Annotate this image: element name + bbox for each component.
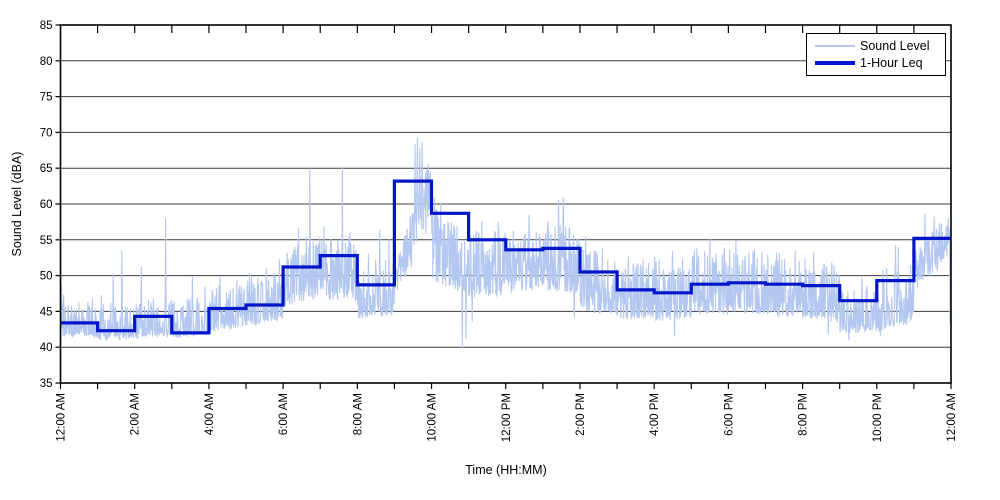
x-tick-label: 6:00 AM: [278, 393, 290, 435]
legend-label-sound-level: Sound Level: [860, 39, 930, 53]
y-axis-title: Sound Level (dBA): [10, 151, 24, 257]
legend: Sound Level 1-Hour Leq: [806, 33, 946, 76]
y-tick-label: 45: [40, 306, 53, 318]
y-tick-label: 50: [40, 271, 53, 283]
x-tick-label: 12:00 AM: [946, 393, 958, 442]
x-tick-label: 8:00 AM: [352, 393, 364, 435]
y-tick-label: 65: [40, 163, 53, 175]
x-tick-label: 4:00 AM: [204, 393, 216, 435]
y-tick-label: 60: [40, 199, 53, 211]
x-tick-label: 4:00 PM: [649, 393, 661, 436]
x-tick-label: 2:00 PM: [575, 393, 587, 436]
x-axis-title: Time (HH:MM): [465, 463, 547, 477]
x-tick-label: 2:00 AM: [130, 393, 142, 435]
x-tick-label: 12:00 PM: [501, 393, 513, 442]
legend-label-1-hour-leq: 1-Hour Leq: [860, 55, 923, 70]
x-tick-label: 12:00 AM: [56, 393, 68, 442]
x-tick-label: 10:00 PM: [872, 393, 884, 442]
x-tick-label: 8:00 PM: [798, 393, 810, 436]
y-tick-label: 70: [40, 127, 53, 139]
leq-line-swatch: [815, 60, 855, 65]
y-tick-label: 75: [40, 92, 53, 104]
y-tick-label: 80: [40, 56, 53, 68]
y-tick-label: 35: [40, 378, 53, 390]
y-tick-label: 55: [40, 235, 53, 247]
y-tick-label: 40: [40, 342, 53, 354]
plot-border: [59, 24, 952, 384]
legend-item-1-hour-leq: 1-Hour Leq: [807, 55, 945, 70]
x-tick-label: 6:00 PM: [723, 393, 735, 436]
leq-step-line: [60, 179, 951, 335]
y-tick-label: 85: [40, 20, 53, 32]
sound-level-line-swatch: [815, 45, 855, 48]
legend-item-sound-level: Sound Level: [807, 40, 945, 53]
x-tick-label: 10:00 AM: [427, 393, 439, 442]
